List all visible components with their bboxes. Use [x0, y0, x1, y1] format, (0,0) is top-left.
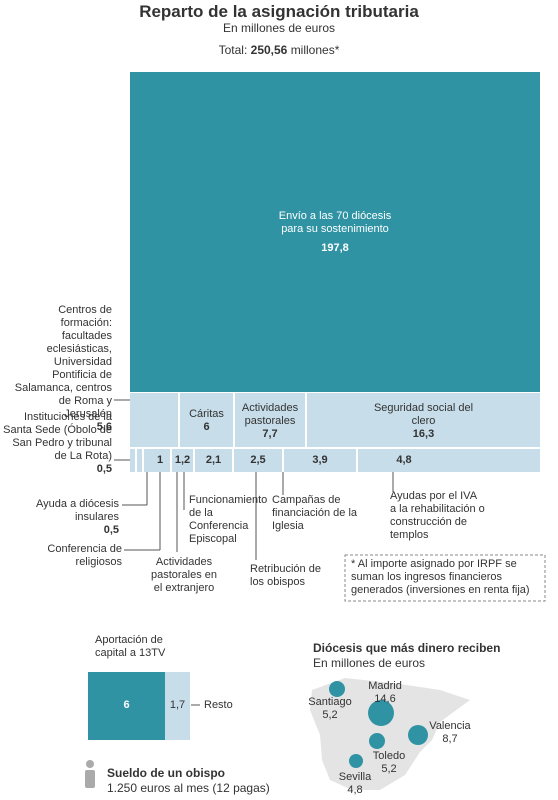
salary-text: 1.250 euros al mes (12 pagas) [107, 781, 270, 795]
diocese-name: Toledo [372, 750, 406, 762]
cell-value: 2,5 [250, 454, 266, 466]
treemap-cell: 2,5 [234, 449, 282, 472]
annotation-label: Retribución de los obispos [250, 563, 321, 588]
cell-value: 6 [203, 421, 210, 433]
total-unit: millones* [290, 43, 340, 57]
annotation-label: Campañas de financiación de la Iglesia [272, 494, 358, 532]
cell-label: Actividades pastorales [241, 402, 299, 427]
rest-bar: 1,7 [165, 672, 190, 740]
cell-value: 16,3 [412, 428, 435, 440]
cell-value: 3,9 [312, 454, 328, 466]
treemap-cell: 1,2 [172, 449, 193, 472]
diocese-label: Sevilla 4,8 [330, 771, 380, 797]
rest-value: 1,7 [169, 699, 186, 711]
diocese-value: 8,7 [442, 733, 458, 745]
subtitle: En millones de euros [222, 21, 336, 35]
title: Reparto de la asignación tributaria [139, 2, 419, 21]
treemap-cell: Envío a las 70 diócesis para su sostenim… [130, 72, 540, 392]
capital-bar: 6 [88, 672, 165, 740]
annotation-label: Ayuda a diócesis insulares [36, 498, 119, 523]
person-icon [86, 760, 94, 768]
treemap-cell: 1 [144, 449, 170, 472]
cell-value: 197,8 [321, 242, 349, 254]
cell-value: 4,8 [396, 454, 412, 466]
treemap-cell: Seguridad social del clero 16,3 [307, 393, 540, 447]
cell-label: Seguridad social del clero [373, 402, 474, 427]
cell-value: 1 [156, 454, 164, 466]
diocese-name: Sevilla [338, 771, 372, 783]
diocese-value: 4,8 [347, 784, 363, 796]
treemap-cell [130, 393, 178, 447]
diocese-name: Valencia [429, 720, 471, 732]
diocese-bubble [408, 725, 428, 745]
person-icon [85, 770, 95, 788]
annotation-label: Funcionamiento de la Conferencia Episcop… [189, 494, 268, 545]
annotation: Ayuda a diócesis insulares 0,5 [26, 498, 119, 537]
diocese-value: 5,2 [322, 709, 338, 721]
diocese-value: 14,6 [374, 693, 396, 705]
diocese-bubble [349, 754, 363, 768]
diocese-label: Madrid 14,6 [355, 680, 415, 706]
note: * Al importe asignado por IRPF se suman … [351, 558, 530, 596]
total-label: Total: [218, 43, 248, 57]
treemap-cell: Actividades pastorales 7,7 [235, 393, 305, 447]
annotation-label: Centros de formación: facultades eclesiá… [14, 304, 112, 420]
annotation-label: Conferencia de religiosos [47, 543, 122, 568]
map-title: Diócesis que más dinero reciben [313, 641, 501, 655]
total: Total: 250,56 millones* [0, 44, 558, 57]
diocese-bubble [368, 700, 394, 726]
map-subtitle: En millones de euros [313, 656, 426, 670]
annotation-value: 0,5 [103, 524, 119, 536]
capital-label: Aportación de capital a 13TV [95, 634, 166, 659]
treemap-cell: 2,1 [195, 449, 232, 472]
cell-value: 1,2 [174, 454, 191, 466]
annotation: Instituciones de la Santa Sede (Óbolo de… [0, 411, 112, 476]
treemap-cell: 4,8 [358, 449, 540, 472]
salary-title: Sueldo de un obispo [107, 766, 225, 780]
annotation-label: Ayudas por el IVA a la rehabilitación o … [390, 490, 485, 541]
capital-value: 6 [123, 699, 130, 711]
diocese-label: Santiago 5,2 [298, 696, 362, 722]
cell-value: 7,7 [262, 428, 278, 440]
diocese-name: Madrid [368, 680, 402, 692]
total-value: 250,56 [250, 43, 288, 57]
cell-label: Envío a las 70 diócesis para su sostenim… [278, 210, 392, 235]
treemap-cell [130, 449, 135, 472]
diocese-bubble [329, 681, 345, 697]
annotation-label: Actividades pastorales en el extranjero [150, 556, 218, 594]
annotation-value: 5,6 [96, 421, 112, 433]
diocese-label: Toledo 5,2 [364, 750, 414, 776]
annotation: Centros de formación: facultades eclesiá… [10, 304, 112, 434]
diocese-bubble [369, 733, 385, 749]
treemap-cell [137, 449, 142, 472]
cell-value: 2,1 [205, 454, 222, 466]
diocese-name: Santiago [308, 696, 352, 708]
annotation-label: Instituciones de la Santa Sede (Óbolo de… [3, 411, 112, 462]
annotation-value: 0,5 [96, 463, 112, 475]
diocese-label: Valencia 8,7 [422, 720, 478, 746]
treemap-cell: 3,9 [284, 449, 356, 472]
diocese-value: 5,2 [381, 763, 397, 775]
cell-label: Cáritas [189, 408, 224, 420]
treemap-cell: Cáritas 6 [180, 393, 233, 447]
note-box [344, 554, 546, 602]
rest-label: Resto [204, 699, 233, 711]
